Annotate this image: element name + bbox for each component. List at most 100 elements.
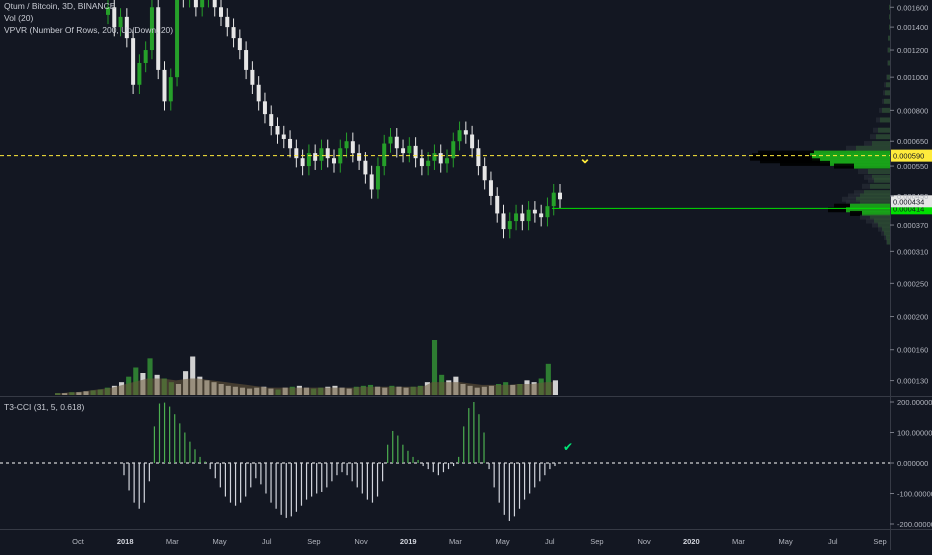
alert-line-badge [891,149,932,162]
price-tick-label: 0.000200 [897,313,928,322]
vpvr-down-bar [866,218,874,224]
volume-bar [431,340,438,395]
time-axis-label: Mar [449,537,462,546]
candle-body [193,0,198,8]
candle-body [545,206,550,218]
vpvr-up-bar [872,174,890,180]
vpvr-down-bar [872,222,878,228]
vpvr-down-bar [854,190,864,196]
time-axis-label: Jul [262,537,272,546]
price-tick-label: 0.001400 [897,23,928,32]
vpvr-down-bar [848,193,860,199]
vpvr-up-bar [885,90,890,96]
time-axis-label: Sep [307,537,320,546]
cci-tick-label: 200.000000 [897,398,932,407]
price-tick-label: 0.001200 [897,46,928,55]
vpvr-down-bar [850,210,862,216]
vpvr-up-bar [812,155,890,161]
vpvr-down-bar [760,158,820,164]
vpvr-up-bar [876,134,890,140]
vpvr-up-bar [887,239,890,245]
last-price-label: 0.000434 [893,197,924,206]
candle-body [162,69,167,102]
vpvr-up-bar [850,203,890,209]
candle-body [275,126,280,135]
price-candles[interactable] [106,0,562,239]
candle-body [388,136,393,144]
vpvr-up-bar [870,183,890,189]
candle-body [294,148,299,159]
candle-body [375,166,380,190]
candle-body [131,38,136,85]
legend-symbol[interactable]: Qtum / Bitcoin, 3D, BINANCE [4,1,116,11]
time-axis-label: May [779,537,793,546]
alert-line-label: 0.000590 [893,152,924,161]
vpvr-down-bar [873,127,878,133]
cci-tick-label: -100.000000 [897,490,932,499]
vpvr-down-bar [879,107,882,113]
volume-ma-area [55,378,553,395]
vpvr-up-bar [889,4,890,10]
time-axis-label: Nov [637,537,651,546]
vpvr-up-bar [882,107,890,113]
vpvr-up-bar [870,214,890,220]
price-tick-label: 0.000450 [897,192,928,201]
legend-volume[interactable]: Vol (20) [4,13,34,23]
vpvr-down-bar [868,177,874,183]
candle-body [149,7,154,51]
candle-body [313,153,318,161]
candle-body [488,180,493,196]
axes: 0.001600 0.001400 0.001200 0.001000 0.000800… [72,3,932,546]
time-axis-label: Nov [354,537,368,546]
vpvr-up-bar [888,60,890,66]
volume-bar [552,380,558,395]
candle-body [551,192,556,207]
legend-cci[interactable]: T3-CCI (31, 5, 0.618) [4,402,85,412]
candle-body [419,158,424,167]
vpvr-up-bar [862,210,890,216]
vpvr-down-bar [881,230,884,236]
price-tick-label: 0.001000 [897,73,928,82]
vpvr-down-bar [846,200,860,206]
vpvr-up-bar [856,145,890,151]
candle-body [338,148,343,164]
vpvr-down-bar [846,145,856,151]
legend-vpvr[interactable]: VPVR (Number Of Rows, 200, Up/Down, 20) [4,25,174,35]
vpvr-up-bar [888,35,890,41]
candle-body [156,7,161,70]
price-tick-label: 0.000130 [897,377,928,386]
time-axis-label: Sep [873,537,886,546]
candle-body [526,209,531,222]
support-line-label: 0.000414 [893,204,924,213]
vpvr-up-bar [878,222,890,228]
vpvr-down-bar [886,239,887,245]
price-tick-label: 0.000550 [897,162,928,171]
vpvr-down-bar [780,160,830,166]
time-axis-label: Jul [545,537,555,546]
candle-body [482,166,487,181]
candle-body [319,148,324,161]
candle-body [350,141,355,154]
time-axis-label: Mar [166,537,179,546]
candle-body [507,221,512,230]
candle-body [332,158,336,164]
last-price-badge [891,195,932,208]
time-axis-label: May [212,537,226,546]
vpvr-up-bar [854,163,890,169]
candle-body [501,213,506,230]
vpvr-up-bar [884,230,890,236]
vpvr-up-bar [874,177,890,183]
candle-body [457,130,462,142]
candle-body [325,148,330,159]
time-axis-label: Mar [732,537,745,546]
candle-body [401,148,406,154]
vpvr-down-bar [883,90,885,96]
time-axis-label: May [496,537,510,546]
vpvr-up-bar [888,47,890,53]
vpvr-up-bar [846,207,890,213]
candle-body [495,195,500,214]
